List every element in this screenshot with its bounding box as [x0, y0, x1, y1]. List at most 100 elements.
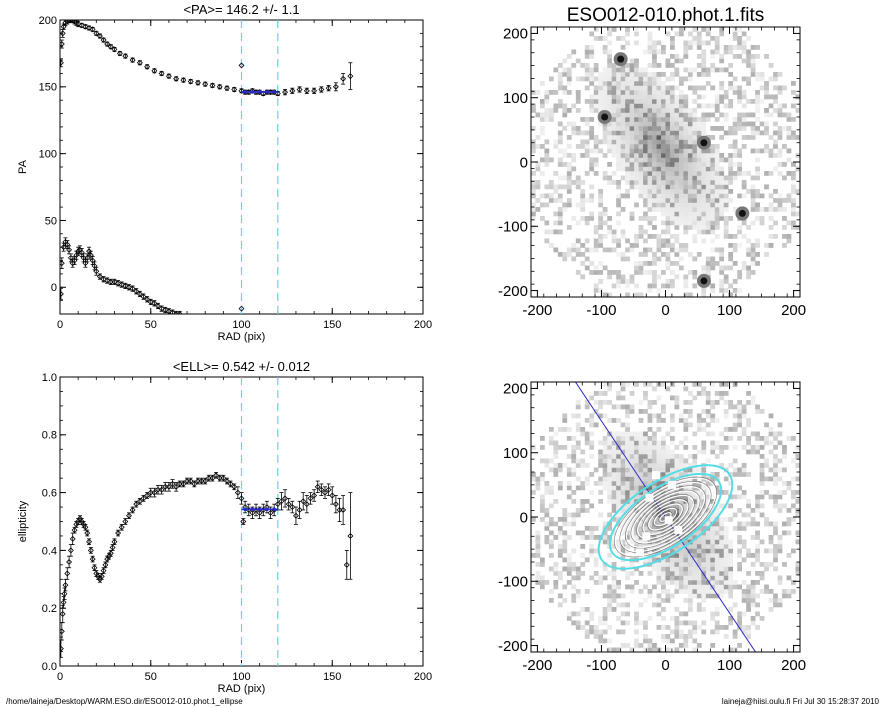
image-pixel — [665, 135, 671, 140]
image-pixel — [696, 571, 702, 576]
image-pixel — [634, 517, 639, 522]
image-pixel — [634, 539, 639, 545]
image-pixel — [728, 562, 734, 567]
image-pixel — [611, 247, 617, 253]
image-pixel — [638, 643, 644, 648]
image-pixel — [584, 265, 590, 271]
image-pixel — [602, 427, 608, 432]
image-pixel — [643, 103, 648, 109]
image-pixel — [701, 85, 707, 91]
image-pixel — [719, 449, 725, 455]
image-pixel — [723, 198, 729, 203]
image-pixel — [701, 270, 707, 275]
image-pixel — [701, 440, 707, 446]
image-pixel — [795, 530, 800, 536]
image-pixel — [701, 548, 707, 554]
image-pixel — [535, 575, 541, 581]
image-pixel — [719, 27, 725, 32]
image-pixel — [777, 508, 783, 513]
image-pixel — [620, 108, 626, 113]
image-pixel — [643, 517, 648, 522]
image-pixel — [683, 575, 689, 581]
image-pixel — [580, 202, 586, 208]
image-pixel — [652, 216, 657, 221]
image-pixel — [656, 108, 662, 113]
image-pixel — [728, 472, 734, 477]
image-pixel — [759, 72, 765, 77]
image-pixel — [678, 58, 684, 64]
image-pixel — [737, 485, 743, 491]
image-pixel — [611, 584, 617, 590]
image-pixel — [719, 283, 725, 289]
data-point — [86, 248, 93, 255]
image-pixel — [566, 108, 572, 113]
image-pixel — [652, 157, 657, 163]
image-pixel — [683, 472, 689, 477]
data-point — [140, 293, 147, 300]
image-pixel — [638, 189, 644, 194]
image-pixel — [643, 391, 648, 396]
image-pixel — [723, 436, 729, 441]
image-pixel — [777, 90, 783, 95]
image-pixel — [692, 139, 698, 145]
image-pixel — [638, 449, 644, 455]
image-pixel — [710, 404, 716, 410]
image-pixel — [665, 589, 671, 594]
image-pixel — [566, 481, 572, 486]
image-pixel — [598, 148, 604, 154]
image-pixel — [705, 593, 711, 599]
image-pixel — [643, 526, 648, 531]
image-pixel — [692, 535, 698, 540]
image-pixel — [611, 144, 617, 149]
image-pixel — [562, 175, 568, 181]
image-pixel — [764, 126, 769, 131]
image-pixel — [611, 589, 617, 594]
image-pixel — [750, 261, 756, 266]
image-pixel — [692, 67, 698, 73]
image-pixel — [678, 571, 684, 576]
image-pixel — [741, 31, 747, 37]
image-pixel — [643, 247, 648, 253]
image-pixel — [669, 580, 675, 585]
image-pixel — [589, 629, 595, 635]
image-pixel — [661, 162, 666, 167]
image-pixel — [719, 535, 725, 540]
image-pixel — [661, 202, 666, 208]
image-pixel — [602, 472, 608, 477]
image-pixel — [634, 126, 639, 131]
image-pixel — [728, 99, 734, 104]
image-pixel — [593, 265, 599, 271]
image-pixel — [602, 76, 608, 82]
image-pixel — [674, 207, 680, 212]
image-pixel — [589, 431, 595, 437]
image-pixel — [656, 454, 662, 459]
image-pixel — [696, 189, 702, 194]
data-point — [86, 25, 93, 31]
image-pixel — [647, 72, 653, 77]
image-pixel — [737, 117, 743, 122]
image-pixel — [692, 499, 698, 504]
image-pixel — [728, 162, 734, 167]
image-pixel — [701, 216, 707, 221]
image-pixel — [634, 494, 639, 500]
image-pixel — [548, 467, 554, 473]
image-pixel — [634, 108, 639, 113]
image-pixel — [777, 535, 783, 540]
image-pixel — [580, 198, 586, 203]
image-pixel — [629, 476, 635, 482]
image-pixel — [656, 418, 662, 423]
image-pixel — [696, 467, 702, 473]
image-pixel — [607, 135, 612, 140]
image-pixel — [661, 521, 666, 527]
y-tick-label: 0.8 — [42, 430, 57, 442]
image-pixel — [773, 445, 778, 450]
image-pixel — [557, 85, 563, 91]
image-pixel — [701, 54, 707, 59]
image-pixel — [593, 139, 599, 145]
image-pixel — [593, 103, 599, 109]
image-pixel — [557, 548, 563, 554]
image-pixel — [620, 643, 626, 648]
image-pixel — [723, 571, 729, 576]
image-pixel — [719, 270, 725, 275]
data-point — [282, 495, 289, 502]
